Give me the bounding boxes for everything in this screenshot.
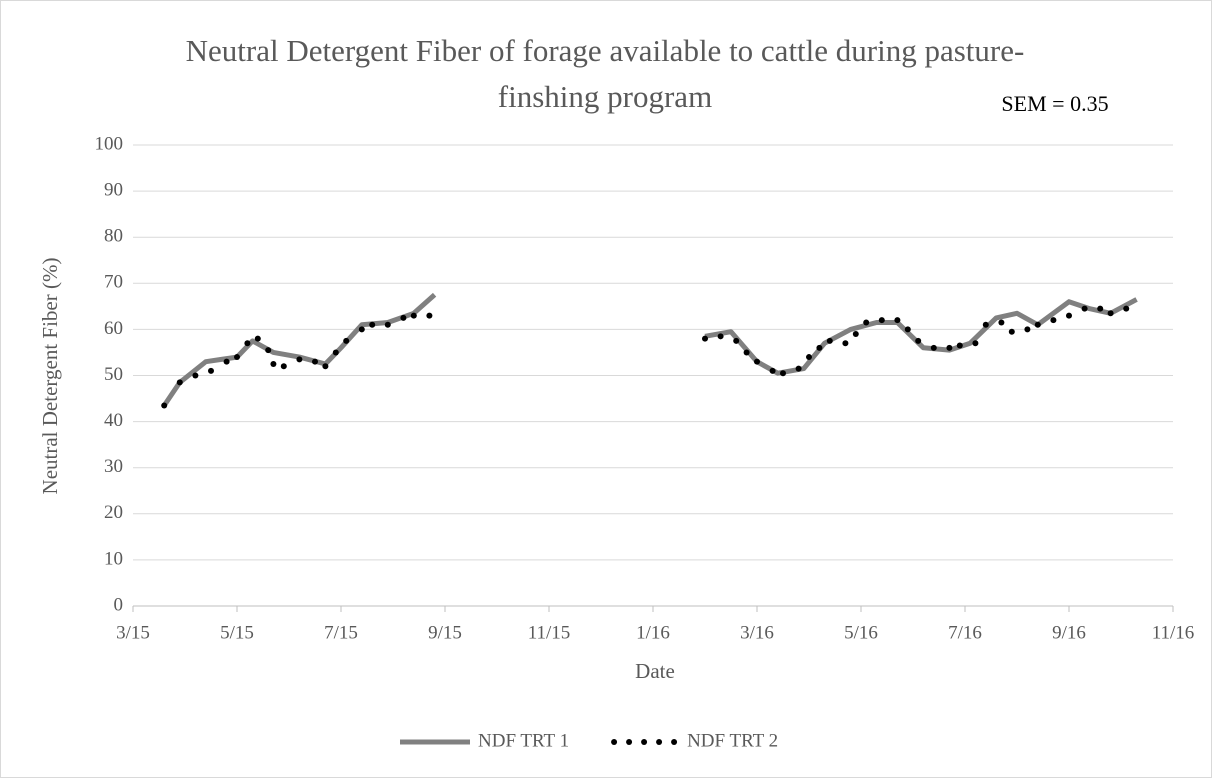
data-point (343, 337, 350, 344)
legend-symbol (671, 739, 678, 745)
legend-label: NDF TRT 1 (478, 730, 569, 751)
data-point (754, 358, 760, 365)
data-point (410, 312, 417, 319)
data-point (878, 317, 885, 324)
y-tick-label: 80 (104, 226, 123, 247)
y-tick-label: 60 (104, 318, 123, 339)
data-point (234, 354, 240, 361)
legend-symbol (611, 739, 618, 745)
data-point (280, 363, 287, 370)
data-point (322, 363, 329, 370)
data-point (244, 340, 251, 347)
data-point (904, 326, 911, 333)
data-point (1107, 310, 1114, 317)
data-point (254, 335, 261, 342)
data-point (1066, 312, 1072, 319)
y-tick-label: 10 (104, 548, 123, 569)
data-point (358, 326, 365, 333)
y-tick-label: 90 (104, 179, 123, 200)
data-point (743, 349, 750, 356)
x-tick-label: 9/15 (428, 622, 462, 643)
x-tick-label: 7/16 (948, 622, 982, 643)
x-tick-label: 7/15 (324, 622, 358, 643)
y-tick-label: 50 (104, 364, 123, 385)
x-tick-label: 11/15 (528, 622, 571, 643)
x-tick-label: 11/16 (1152, 622, 1195, 643)
data-point (930, 344, 937, 351)
data-point (1050, 317, 1057, 324)
data-point (842, 340, 849, 347)
data-point (192, 372, 199, 379)
x-tick-label: 5/16 (844, 622, 878, 643)
data-point (1034, 321, 1041, 328)
y-tick-label: 30 (104, 456, 123, 477)
data-point (717, 333, 724, 340)
y-axis-label: Neutral Detergent Fiber (%) (38, 258, 62, 495)
data-point (332, 349, 339, 356)
data-point (223, 358, 230, 365)
data-point (826, 337, 833, 344)
data-point (1024, 326, 1031, 333)
y-tick-label: 70 (104, 272, 123, 293)
y-tick-label: 0 (114, 594, 124, 615)
data-point (982, 321, 989, 328)
data-point (1008, 328, 1015, 335)
data-point (1097, 305, 1104, 312)
data-point (852, 331, 859, 338)
data-point (312, 358, 318, 365)
data-point (863, 319, 870, 326)
x-tick-label: 1/16 (636, 622, 670, 643)
data-point (915, 337, 922, 344)
data-point (176, 379, 183, 386)
data-point (270, 360, 277, 367)
data-point (265, 347, 272, 354)
legend-label: NDF TRT 2 (687, 730, 778, 751)
data-point (806, 354, 812, 361)
data-point (426, 312, 433, 319)
y-tick-label: 20 (104, 502, 123, 523)
data-point (769, 367, 776, 374)
chart-title: Neutral Detergent Fiber of forage availa… (185, 33, 1025, 114)
data-point (972, 340, 979, 347)
data-point (296, 356, 303, 363)
legend-symbol (626, 739, 633, 745)
legend-symbol (656, 739, 663, 745)
data-point (1081, 305, 1088, 312)
legend-symbol (641, 739, 648, 745)
x-tick-label: 5/15 (220, 622, 254, 643)
data-point (208, 367, 214, 374)
data-point (956, 342, 963, 349)
y-tick-label: 40 (104, 410, 123, 431)
data-point (894, 317, 901, 324)
x-tick-label: 3/16 (740, 622, 774, 643)
data-point (946, 344, 953, 351)
data-point (733, 337, 740, 344)
x-tick-label: 3/15 (116, 622, 150, 643)
y-tick-label: 100 (95, 133, 124, 154)
data-point (1123, 305, 1130, 312)
data-point (384, 321, 391, 328)
x-tick-label: 9/16 (1052, 622, 1086, 643)
x-axis-label: Date (635, 659, 675, 683)
data-point (369, 321, 376, 328)
data-point (998, 319, 1005, 326)
data-line (162, 292, 1138, 407)
data-point (795, 365, 802, 372)
data-point (400, 314, 407, 321)
data-point (780, 370, 786, 377)
data-point (816, 344, 823, 351)
data-point (702, 335, 708, 342)
annotation: SEM = 0.35 (1001, 91, 1108, 116)
data-point (161, 402, 168, 409)
